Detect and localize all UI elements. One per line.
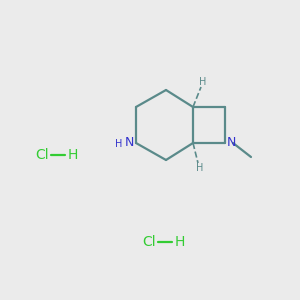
- Text: H: H: [115, 139, 122, 149]
- Text: N: N: [227, 136, 236, 149]
- Text: H: H: [175, 235, 185, 249]
- Text: H: H: [199, 77, 207, 87]
- Text: H: H: [196, 163, 204, 173]
- Text: N: N: [124, 136, 134, 149]
- Text: Cl: Cl: [142, 235, 156, 249]
- Text: H: H: [68, 148, 78, 162]
- Text: Cl: Cl: [35, 148, 49, 162]
